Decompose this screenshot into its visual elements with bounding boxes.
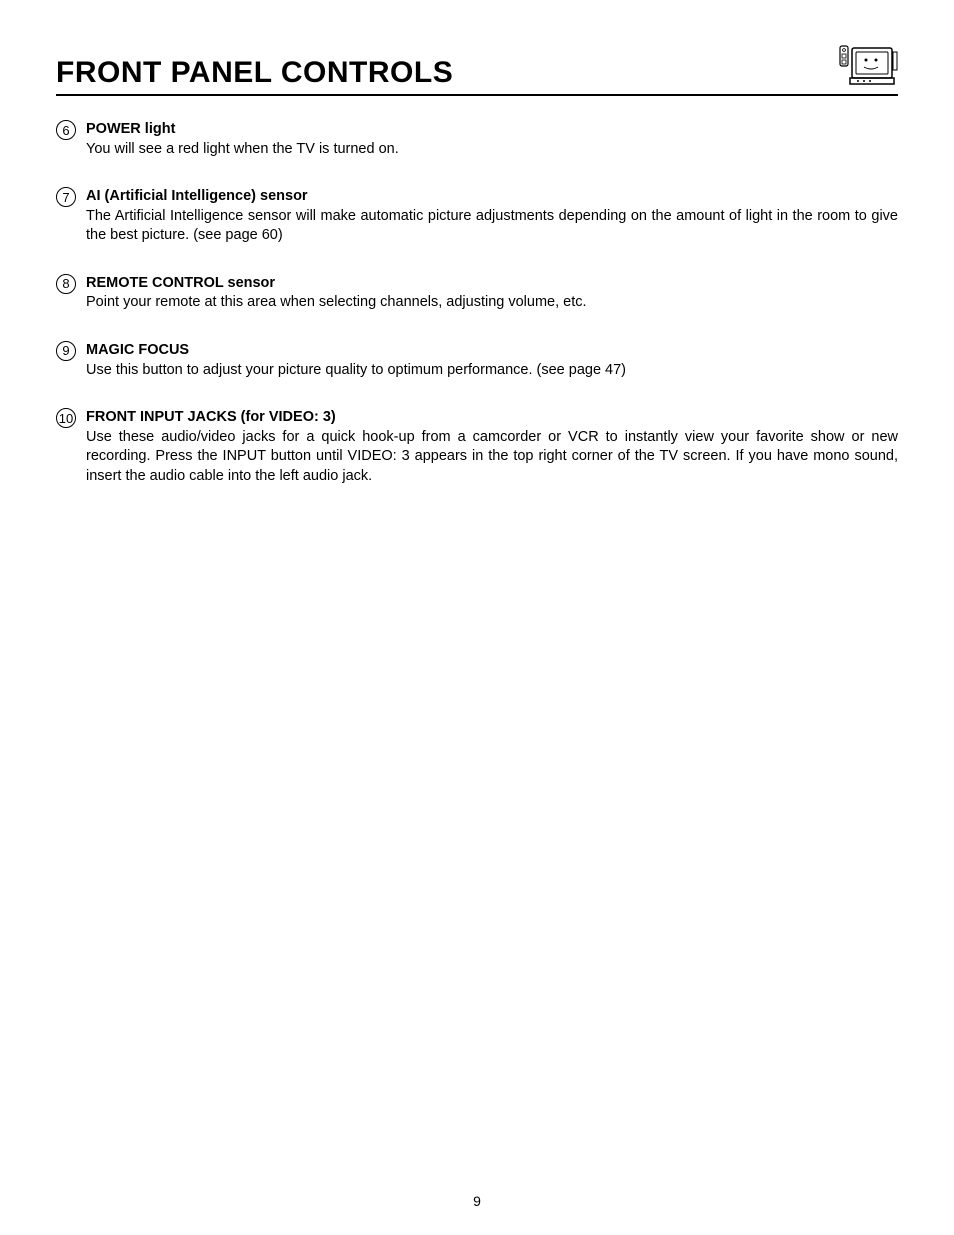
item-number-icon: 7: [56, 187, 76, 207]
control-item: 6 POWER lightYou will see a red light whe…: [56, 120, 898, 159]
item-body: REMOTE CONTROL sensorPoint your remote a…: [86, 274, 898, 313]
item-number-icon: 10: [56, 408, 76, 428]
item-heading: AI (Artificial Intelligence) sensor: [86, 187, 898, 207]
page-number: 9: [0, 1193, 954, 1209]
item-heading: MAGIC FOCUS: [86, 341, 898, 361]
control-item: 7 AI (Artificial Intelligence) sensorThe …: [56, 187, 898, 246]
tv-logo-icon: [838, 40, 898, 90]
control-item: 9 MAGIC FOCUSUse this button to adjust yo…: [56, 341, 898, 380]
item-heading: POWER light: [86, 120, 898, 140]
page-header: FRONT PANEL CONTROLS: [56, 40, 898, 96]
items-list: 6 POWER lightYou will see a red light whe…: [56, 120, 898, 486]
item-description: The Artificial Intelligence sensor will …: [86, 207, 898, 246]
item-number-icon: 8: [56, 274, 76, 294]
item-description: You will see a red light when the TV is …: [86, 140, 898, 160]
page-title: FRONT PANEL CONTROLS: [56, 56, 453, 90]
item-body: MAGIC FOCUSUse this button to adjust you…: [86, 341, 898, 380]
control-item: 10 FRONT INPUT JACKS (for VIDEO: 3)Use th…: [56, 408, 898, 486]
item-body: FRONT INPUT JACKS (for VIDEO: 3)Use thes…: [86, 408, 898, 486]
item-number-icon: 6: [56, 120, 76, 140]
item-description: Use these audio/video jacks for a quick …: [86, 428, 898, 487]
item-description: Use this button to adjust your picture q…: [86, 361, 898, 381]
item-body: AI (Artificial Intelligence) sensorThe A…: [86, 187, 898, 246]
item-body: POWER lightYou will see a red light when…: [86, 120, 898, 159]
item-number-icon: 9: [56, 341, 76, 361]
item-heading: REMOTE CONTROL sensor: [86, 274, 898, 294]
control-item: 8 REMOTE CONTROL sensorPoint your remote …: [56, 274, 898, 313]
item-description: Point your remote at this area when sele…: [86, 293, 898, 313]
item-heading: FRONT INPUT JACKS (for VIDEO: 3): [86, 408, 898, 428]
